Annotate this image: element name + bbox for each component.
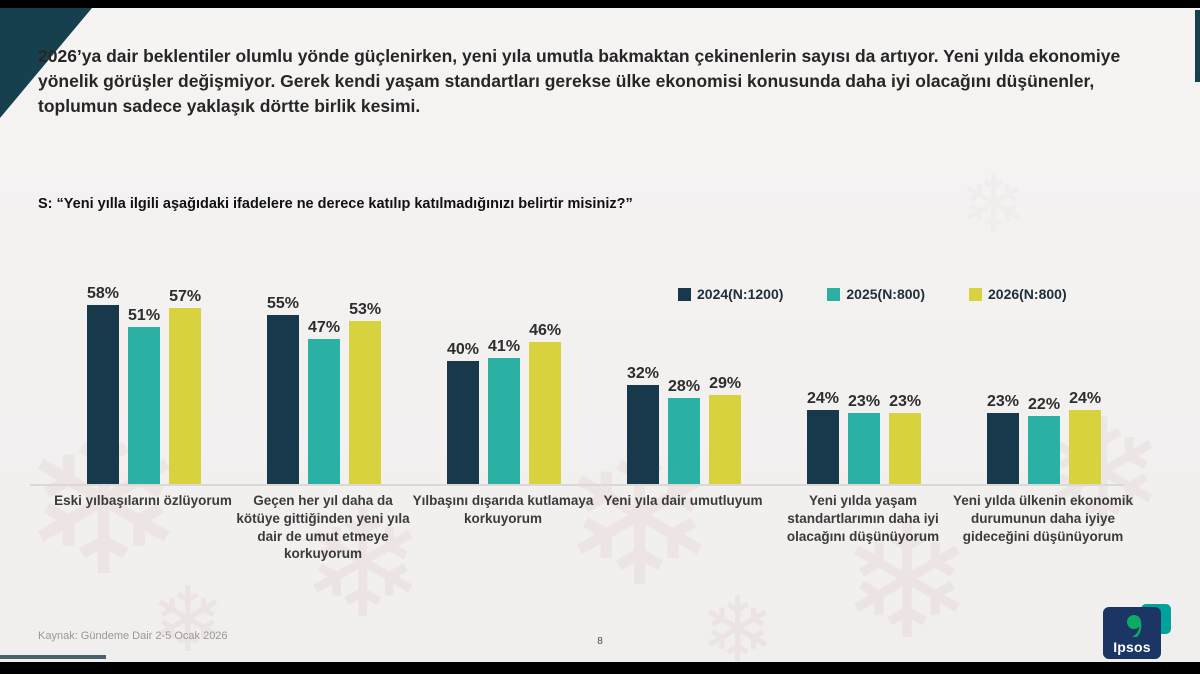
bar-2025-cat5: 23% [848,393,880,484]
bar-2025-cat3: 41% [488,338,520,484]
bar-rect [267,315,300,484]
legend-item-2024: 2024(N:1200) [678,286,783,302]
category-label: Geçen her yıl daha da kötüye gittiğinden… [236,493,410,562]
category-label: Yeni yılda yaşam standartlarımın daha iy… [786,493,940,544]
bar-rect [308,339,341,484]
bar-rect [668,398,701,484]
bar-value-label: 51% [128,307,161,324]
bar-rect [1069,410,1102,484]
legend-label: 2024(N:1200) [697,286,784,302]
top-letterbox-bar [0,0,1200,8]
bar-rect [488,358,521,484]
page-number: 8 [597,636,603,647]
legend-item-2025: 2025(N:800) [827,286,925,302]
bar-rect [87,305,120,484]
bar-2024-cat3: 40% [447,341,479,484]
bar-2025-cat4: 28% [668,378,700,484]
legend-label: 2026(N:800) [988,286,1067,302]
legend-item-2026: 2026(N:800) [969,286,1067,302]
bar-value-label: 41% [488,338,521,355]
bar-rect [709,395,742,484]
bar-value-label: 24% [807,390,840,407]
bar-group: 32% 28% 29% [627,365,741,484]
bar-2024-cat4: 32% [627,365,659,484]
bar-2024-cat5: 24% [807,390,839,484]
bar-value-label: 40% [447,341,480,358]
x-axis-line [30,484,1124,486]
bottom-left-accent [0,655,106,659]
bar-2024-cat2: 55% [267,295,299,484]
bar-value-label: 24% [1069,390,1102,407]
slide-headline: 2026’ya dair beklentiler olumlu yönde gü… [38,46,1121,116]
bar-2026-cat6: 24% [1069,390,1101,484]
bar-value-label: 28% [668,378,701,395]
bar-group: 40% 41% 46% [447,322,561,484]
bar-rect [889,413,922,484]
bar-rect [848,413,881,484]
bar-rect [169,308,202,484]
logo-leaf-icon [1127,615,1142,637]
category-label: Yılbaşını dışarıda kutlamaya korkuyorum [412,493,594,526]
bottom-letterbox-bar [0,662,1200,674]
bar-2026-cat5: 23% [889,393,921,484]
bar-rect [529,342,562,484]
bar-2025-cat6: 22% [1028,396,1060,484]
bar-value-label: 58% [87,285,120,302]
bar-chart: 58% 51% 57% Eski yılbaşılarını özlüyorum 55%… [0,8,1200,662]
legend-swatch-icon [678,287,691,301]
bar-group: 58% 51% 57% [87,285,201,484]
legend-label: 2025(N:800) [846,286,925,302]
category-label: Yeni yıla dair umutluyum [603,493,763,508]
bar-value-label: 23% [848,393,881,410]
slide-canvas: ❄ ❄ ❄ ❄ ❄ ❄ ❄ ❄ 2026’ya dair beklentiler… [0,8,1200,662]
bar-rect [128,327,161,484]
bar-rect [987,413,1020,484]
bar-value-label: 53% [349,301,382,318]
legend-swatch-icon [969,287,982,301]
category-label: Yeni yılda ülkenin ekonomik durumunun da… [952,493,1134,544]
ipsos-logo: Ipsos [1103,604,1171,662]
bar-2024-cat6: 23% [987,393,1019,484]
logo-square: Ipsos [1103,607,1161,659]
bar-value-label: 46% [529,322,562,339]
survey-question: S: “Yeni yılla ilgili aşağıdaki ifadeler… [38,196,633,212]
bar-value-label: 23% [889,393,922,410]
bar-2024-cat1: 58% [87,285,119,484]
bar-value-label: 55% [267,295,300,312]
bar-2026-cat3: 46% [529,322,561,484]
category-label: Eski yılbaşılarını özlüyorum [54,493,232,508]
source-note: Kaynak: Gündeme Dair 2-5 Ocak 2026 [38,630,228,642]
bar-value-label: 29% [709,375,742,392]
bar-group: 55% 47% 53% [267,295,381,484]
legend-swatch-icon [827,287,841,301]
bar-value-label: 23% [987,393,1020,410]
right-edge-accent [1195,10,1200,82]
bar-rect [447,361,480,484]
bar-2026-cat1: 57% [169,288,201,484]
bar-rect [627,385,660,484]
bar-2025-cat2: 47% [308,319,340,484]
bar-rect [349,321,382,484]
bar-group: 23% 22% 24% [987,390,1101,484]
bar-rect [1028,416,1061,484]
bar-value-label: 57% [169,288,202,305]
bar-value-label: 22% [1028,396,1061,413]
bar-value-label: 47% [308,319,341,336]
bar-2026-cat4: 29% [709,375,741,484]
bar-value-label: 32% [627,365,660,382]
bar-group: 24% 23% 23% [807,390,921,484]
bar-2025-cat1: 51% [128,307,160,484]
bar-2026-cat2: 53% [349,301,381,484]
bar-rect [807,410,840,484]
chart-legend: 2024(N:1200) 2025(N:800) 2026(N:800) [678,286,1067,302]
logo-wordmark: Ipsos [1113,639,1151,655]
